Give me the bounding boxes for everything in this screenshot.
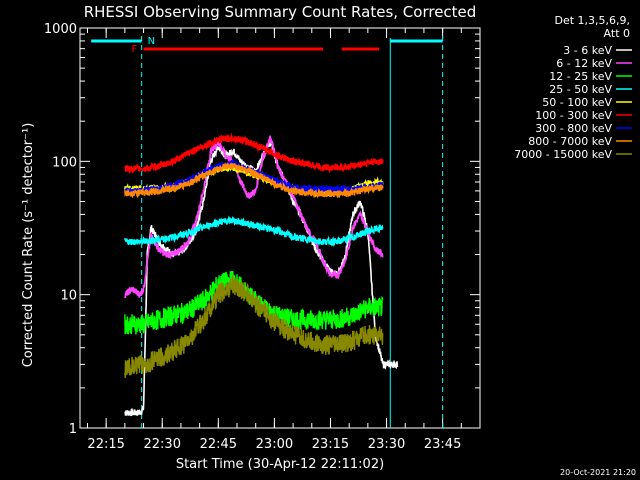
flare-flag-label: F (132, 44, 138, 55)
plot-frame (79, 27, 481, 429)
y-axis-label: Corrected Count Rate (s⁻¹ detector⁻¹) (21, 123, 36, 368)
legend-entry-label: 25 - 50 keV (549, 83, 612, 96)
x-tick-label: 22:45 (200, 437, 237, 452)
legend-entry-label: 50 - 100 keV (542, 96, 612, 109)
legend-entry-label: 7000 - 15000 keV (514, 148, 612, 161)
legend-header: Att 0 (604, 27, 630, 40)
series-line (124, 135, 384, 299)
series-line (124, 162, 384, 199)
legend-header: Det 1,3,5,6,9, (554, 14, 630, 27)
y-tick-label: 100 (52, 155, 77, 170)
x-tick-label: 23:30 (368, 437, 405, 452)
plot-area: 1 10 100 1000 22:15 22:30 22:45 23:00 23:15 23:30… (44, 22, 481, 452)
legend-entry-label: 12 - 25 keV (549, 70, 612, 83)
night-flag-label: N (148, 36, 155, 47)
x-tick-label: 23:15 (312, 437, 349, 452)
legend-entry-label: 6 - 12 keV (556, 57, 612, 70)
legend-entry-label: 300 - 800 keV (535, 122, 612, 135)
y-tick-label: 1 (69, 422, 77, 437)
chart-title: RHESSI Observing Summary Count Rates, Co… (84, 3, 477, 21)
y-tick-label: 10 (60, 289, 77, 304)
x-tick-label: 23:45 (424, 437, 461, 452)
x-tick-label: 23:00 (256, 437, 293, 452)
footer-date: 20-Oct-2021 21:20 (560, 468, 636, 477)
y-tick-label: 1000 (44, 22, 77, 37)
x-tick-label: 22:15 (87, 437, 124, 452)
x-tick-label: 22:30 (144, 437, 181, 452)
x-axis-label: Start Time (30-Apr-12 22:11:02) (176, 457, 384, 472)
series-line (124, 275, 384, 379)
legend-entry-label: 100 - 300 keV (535, 109, 612, 122)
series-line (124, 132, 384, 175)
legend-entry-label: 800 - 7000 keV (528, 135, 612, 148)
series-line (124, 215, 384, 247)
legend-entry-label: 3 - 6 keV (563, 44, 612, 57)
